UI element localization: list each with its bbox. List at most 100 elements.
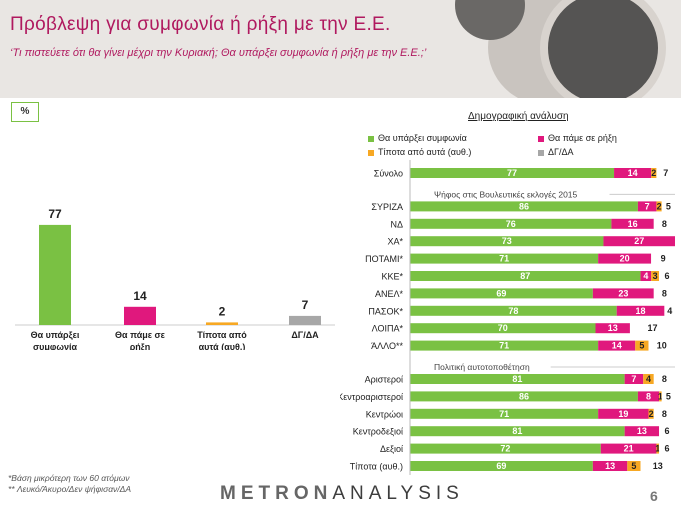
segment-1 — [592, 288, 654, 299]
segment-3 — [648, 340, 675, 351]
data-label: 2 — [219, 304, 226, 318]
segment-1 — [600, 443, 657, 454]
row-label: ΠΟΤΑΜΙ* — [365, 254, 403, 264]
group-label: Ψήφος στις Βουλευτικές εκλογές 2015 — [434, 189, 578, 199]
legend-label: ΔΓ/ΔΑ — [548, 147, 574, 157]
segment-label: 8 — [662, 219, 667, 229]
row-label: ΠΑΣΟΚ* — [368, 306, 403, 316]
legend-label: Θα υπάρξει συμφωνία — [378, 133, 467, 143]
segment-1 — [640, 271, 652, 281]
row-label: ΝΔ — [390, 219, 403, 229]
segment-label: 87 — [520, 271, 530, 281]
segment-1 — [611, 218, 654, 229]
segment-3 — [629, 323, 675, 334]
segment-1 — [624, 374, 644, 384]
row-label: ΆΛΛΟ** — [371, 341, 403, 351]
segment-label: 73 — [502, 236, 512, 246]
segment-0 — [410, 408, 599, 419]
segment-label: 9 — [661, 254, 666, 264]
segment-2 — [659, 391, 662, 402]
segment-label: 5 — [666, 391, 671, 401]
segment-label: 86 — [519, 391, 529, 401]
segment-label: 13 — [605, 461, 615, 471]
segment-label: 7 — [645, 201, 650, 211]
footnote-1: *Βάση μικρότερη των 60 ατόμων — [8, 473, 130, 483]
segment-3 — [653, 288, 675, 299]
segment-1 — [624, 426, 660, 437]
row-label: ΑΝΕΛ* — [375, 289, 404, 299]
segment-3 — [653, 408, 675, 419]
segment-3 — [640, 461, 675, 471]
segment-label: 69 — [496, 461, 506, 471]
segment-0 — [410, 305, 617, 316]
segment-0 — [410, 374, 625, 384]
segment-label: 5 — [639, 341, 644, 351]
segment-0 — [410, 443, 601, 454]
segment-0 — [410, 323, 596, 334]
segment-label: 14 — [628, 168, 638, 178]
logo-part-1: METRON — [220, 483, 333, 504]
category-label: Τίποτα από — [197, 330, 247, 340]
legend-swatch — [368, 135, 374, 142]
segment-label: 81 — [512, 426, 522, 436]
row-label: ΛΟΙΠΑ* — [372, 324, 404, 334]
segment-label: 7 — [631, 374, 636, 384]
segment-label: 8 — [662, 288, 667, 298]
row-label: Κεντρώοι — [366, 409, 403, 419]
segment-label: 86 — [519, 201, 529, 211]
data-label: 14 — [133, 289, 147, 303]
segment-1 — [637, 391, 660, 402]
segment-label: 1 — [658, 391, 663, 401]
row-label: Δεξιοί — [380, 444, 403, 454]
segment-label: 14 — [612, 341, 622, 351]
legend-swatch — [538, 149, 544, 156]
category-label: συμφωνία — [33, 342, 77, 350]
segment-label: 19 — [618, 409, 628, 419]
segment-3 — [653, 374, 675, 384]
segment-label: 2 — [651, 168, 656, 178]
segment-3 — [659, 271, 675, 281]
segment-0 — [410, 461, 593, 471]
segment-3 — [659, 443, 675, 454]
footnote-2: ** Λευκό/Άκυρο/Δεν ψήφισαν/ΔΑ — [8, 484, 132, 494]
row-label: Σύνολο — [374, 169, 403, 179]
page-subtitle: ‘Τι πιστεύετε ότι θα γίνει μέχρι την Κυρ… — [10, 47, 427, 59]
category-label: ΔΓ/ΔΑ — [291, 330, 319, 340]
row-label: ΚΚΕ* — [381, 272, 403, 282]
row-label: Τίποτα (αυθ.) — [350, 462, 403, 472]
segment-3 — [661, 201, 675, 212]
segment-1 — [603, 236, 675, 247]
legend-label: Θα πάμε σε ρήξη — [548, 133, 617, 143]
segment-2 — [635, 340, 649, 351]
overall-bar-chart: 77 Θα υπάρξει συμφωνία 14 Θα πάμε σε ρήξη 2 Τίπ… — [15, 207, 335, 350]
segment-label: 8 — [662, 374, 667, 384]
segment-label: 13 — [608, 323, 618, 333]
decorative-lens-dark — [540, 0, 666, 98]
bar-1 — [124, 306, 156, 325]
bar-3 — [289, 315, 321, 325]
segment-3 — [651, 253, 675, 264]
segment-2 — [627, 461, 641, 471]
segment-1 — [598, 253, 652, 264]
segment-3 — [659, 426, 675, 437]
segment-label: 7 — [663, 168, 668, 178]
segment-label: 76 — [506, 219, 516, 229]
header-banner: Πρόβλεψη για συμφωνία ή ρήξη με την Ε.Ε.… — [0, 0, 681, 98]
legend-item-rupture: Θα πάμε σε ρήξη — [538, 133, 617, 143]
category-label: Θα πάμε σε — [115, 330, 166, 340]
metron-analysis-logo: METRONANALYSIS — [220, 483, 464, 505]
segment-1 — [637, 201, 657, 212]
segment-label: 81 — [512, 374, 522, 384]
page-title: Πρόβλεψη για συμφωνία ή ρήξη με την Ε.Ε. — [10, 14, 391, 35]
row-label: ΣΥΡΙΖΑ — [371, 202, 403, 212]
legend-item-none: Τίποτα από αυτά (αυθ.) — [368, 147, 471, 157]
segment-label: 5 — [631, 461, 636, 471]
segment-label: 17 — [647, 323, 657, 333]
segment-1 — [616, 305, 665, 316]
segment-label: 4 — [667, 306, 672, 316]
segment-0 — [410, 218, 612, 229]
segment-0 — [410, 201, 638, 212]
row-label: Κεντροαριστεροί — [340, 392, 403, 402]
segment-3 — [656, 168, 675, 178]
